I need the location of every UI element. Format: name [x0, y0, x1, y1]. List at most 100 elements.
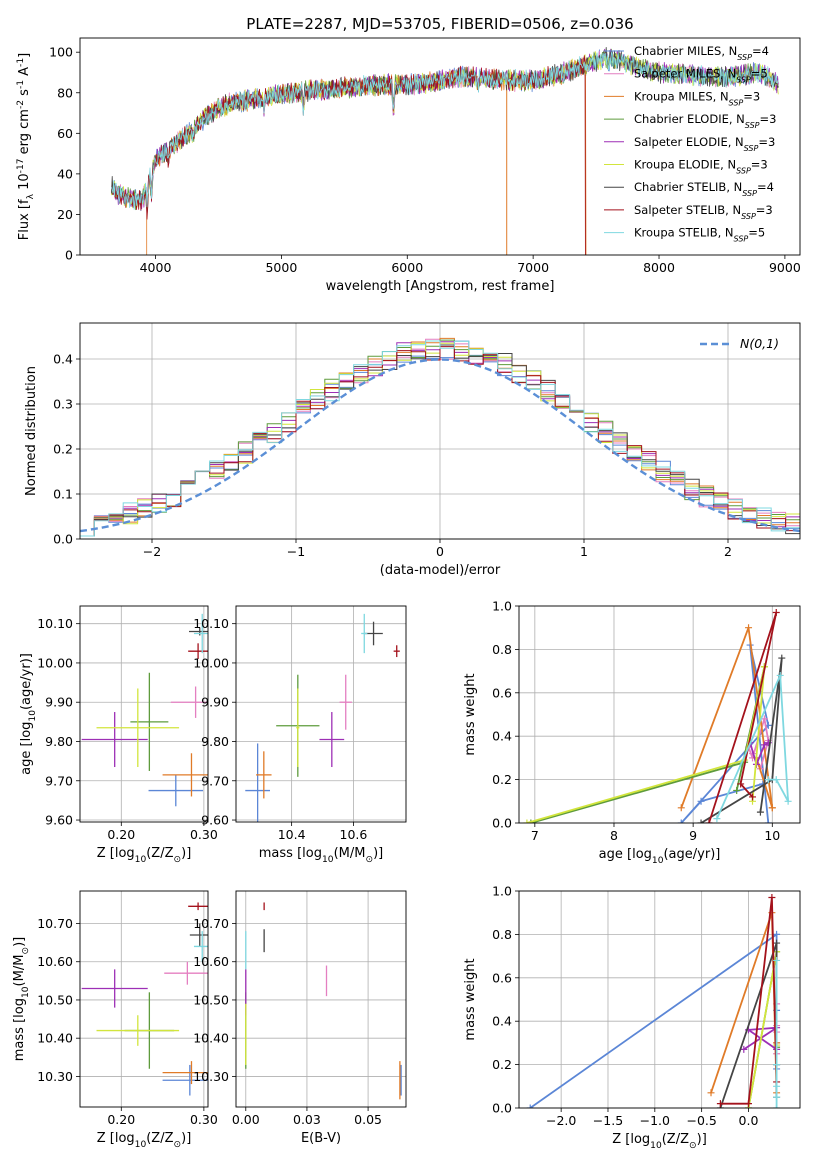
weight-marker: [760, 715, 768, 723]
weight-marker: [773, 1061, 781, 1069]
y-tick-label: 0.2: [492, 1057, 512, 1072]
y-tick-label: 10.50: [37, 992, 73, 1007]
axes-frame-weight-vs-age: [518, 605, 801, 824]
legend-label: Salpeter STELIB, NSSP=3: [634, 203, 773, 221]
y-tick-label: 0.1: [53, 487, 73, 502]
axes-frame-spectrum: [79, 37, 801, 256]
plot-area-age-vs-mass: [245, 613, 400, 822]
axes-age-vs-mass: [236, 606, 406, 822]
weight-marker: [764, 819, 772, 823]
y-axis-label: mass [log10(M/M⊙)]: [12, 937, 31, 1061]
x-axis-label: mass [log10(M/M⊙)]: [259, 846, 383, 865]
errorbar-kroupa-elodie: [96, 688, 180, 768]
y-tick-label: 10.00: [37, 655, 73, 670]
x-axis-label: Z [log10(Z/Z⊙)]: [97, 1131, 192, 1150]
x-tick-label: 7000: [517, 260, 549, 275]
weight-line-kroupa-miles: [680, 626, 774, 809]
errorbar-kroupa-miles: [256, 751, 272, 799]
weight-marker: [768, 804, 776, 812]
x-tick-label: 0.20: [107, 827, 135, 842]
x-axis-label: Z [log10(Z/Z⊙)]: [612, 1132, 707, 1151]
x-tick-label: 9000: [769, 260, 801, 275]
x-tick-label: 10.4: [278, 827, 306, 842]
y-tick-label: 80: [57, 85, 73, 100]
y-axis-label: mass weight: [463, 958, 478, 1040]
y-tick-label: 60: [57, 126, 73, 141]
axes-age-vs-Z: [80, 606, 208, 822]
weight-marker: [773, 1093, 781, 1101]
y-tick-label: 1.0: [492, 599, 512, 614]
y-tick-label: 10.30: [37, 1069, 73, 1084]
weight-marker: [784, 797, 792, 805]
x-axis-label: wavelength [Angstrom, rest frame]: [326, 279, 555, 294]
errorbar-kroupa-elodie: [296, 688, 300, 768]
axes-frame-age-vs-mass: [235, 605, 407, 823]
spectrum-line-kroupa-stelib: [111, 52, 779, 210]
weight-marker: [526, 1104, 534, 1108]
y-tick-label: 0.8: [492, 927, 512, 942]
errorbar-salpeter-elodie: [81, 969, 148, 1008]
y-axis-label: mass weight: [463, 673, 478, 755]
y-tick-label: 9.60: [45, 813, 73, 828]
hist-step-kroupa-stelib: [80, 340, 800, 537]
x-tick-label: 6000: [391, 260, 423, 275]
y-tick-label: 10.10: [193, 616, 229, 631]
errorbar-chabrier-miles: [245, 743, 270, 822]
x-tick-label: 8000: [643, 260, 675, 275]
y-tick-label: 0.2: [492, 772, 512, 787]
plot-area-residuals: [80, 337, 800, 537]
y-tick-label: 20: [57, 207, 73, 222]
weight-marker: [716, 1100, 724, 1108]
weight-line-salpeter-stelib: [720, 896, 778, 1105]
weight-marker: [772, 609, 780, 617]
errorbar-salpeter-stelib: [188, 902, 208, 911]
y-tick-label: 0: [65, 248, 73, 263]
axes-frame-mass-vs-Z: [79, 890, 209, 1108]
y-axis-label: age [log10(age/yr)]: [19, 653, 38, 775]
x-tick-label: 10: [764, 828, 780, 843]
x-tick-label: 0.30: [190, 827, 218, 842]
y-tick-label: 0.0: [492, 816, 512, 831]
weight-marker: [749, 793, 757, 801]
x-tick-label: 1: [580, 544, 588, 559]
errorbar-chabrier-miles: [148, 774, 204, 807]
weight-marker: [707, 1089, 715, 1097]
weight-marker: [772, 776, 780, 784]
y-tick-label: 10.40: [37, 1031, 73, 1046]
axis-group-age-vs-Z: 0.20 0.30 9.60 9.70 9.80 9.90 10.00 10.10 Z [log…: [19, 616, 218, 865]
errorbar-salpeter-miles: [170, 686, 208, 718]
x-axis-label: age [log10(age/yr)]: [599, 847, 721, 866]
y-tick-label: 0.3: [53, 397, 73, 412]
x-tick-label: 0.03: [293, 1112, 321, 1127]
axes-frame-age-vs-Z: [79, 605, 209, 823]
errorbar-chabrier-elodie: [130, 672, 169, 771]
errorbar-salpeter-miles: [339, 674, 352, 730]
errorbar-chabrier-stelib: [189, 627, 208, 636]
weight-marker: [740, 1045, 748, 1053]
errorbar-kroupa-miles: [162, 753, 208, 797]
y-tick-label: 9.80: [45, 734, 73, 749]
weight-marker: [697, 797, 705, 805]
plot-area-weight-vs-Z: [526, 894, 781, 1108]
axis-group-mass-vs-EBV: 0.00 0.03 0.05 10.30 10.40 10.50 10.60 10.70 E(B…: [193, 916, 382, 1146]
x-tick-label: 9: [689, 828, 697, 843]
weight-line-salpeter-elodie: [749, 741, 769, 766]
weight-marker: [760, 741, 768, 749]
y-tick-label: 0.4: [53, 352, 73, 367]
y-axis-label: Normed distribution: [24, 366, 39, 496]
x-tick-label: −2: [143, 544, 161, 559]
y-tick-label: 9.90: [201, 695, 229, 710]
legend-label: Chabrier MILES, NSSP=4: [634, 44, 769, 62]
weight-line-salpeter-stelib: [708, 611, 778, 823]
y-tick-label: 9.70: [45, 773, 73, 788]
weight-marker: [677, 819, 685, 823]
y-tick-label: 9.70: [201, 773, 229, 788]
x-tick-label: 2: [724, 544, 732, 559]
weight-marker: [768, 894, 776, 902]
y-tick-label: 10.40: [193, 1031, 229, 1046]
y-tick-label: 10.60: [193, 954, 229, 969]
y-tick-label: 0.8: [492, 642, 512, 657]
axis-group-spectrum: 4000 5000 6000 7000 8000 9000 0 20 40 60 80 100 wave…: [16, 45, 801, 294]
legend-label: Salpeter MILES, NSSP=5: [634, 67, 768, 85]
x-tick-label: 4000: [140, 260, 172, 275]
